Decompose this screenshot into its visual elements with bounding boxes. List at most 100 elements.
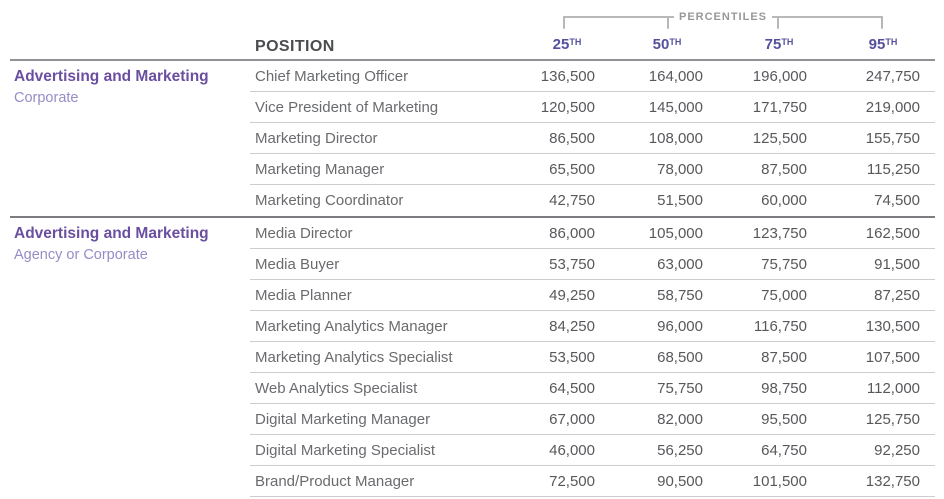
value-p75: 87,500 bbox=[761, 348, 807, 366]
column-header-95th: 95TH bbox=[869, 36, 898, 53]
percentile-number: 25 bbox=[552, 36, 570, 53]
category-group: Advertising and Marketing Agency or Corp… bbox=[10, 216, 935, 497]
value-p50: 145,000 bbox=[648, 98, 703, 116]
value-p50: 51,500 bbox=[657, 192, 703, 209]
table-row: Brand/Product Manager 72,500 90,500 101,… bbox=[250, 466, 935, 497]
value-p75: 75,000 bbox=[761, 286, 807, 304]
value-p25: 120,500 bbox=[540, 98, 595, 116]
percentile-number: 95 bbox=[868, 36, 886, 53]
value-p50: 82,000 bbox=[657, 410, 703, 428]
value-p50: 108,000 bbox=[648, 129, 703, 147]
value-p95: 87,250 bbox=[874, 286, 920, 304]
value-p50: 90,500 bbox=[657, 472, 703, 490]
value-p25: 46,000 bbox=[549, 441, 595, 459]
value-p75: 125,500 bbox=[752, 129, 807, 147]
ordinal-suffix: TH bbox=[781, 36, 794, 47]
value-p25: 64,500 bbox=[549, 379, 595, 397]
table-body: Advertising and Marketing Corporate Chie… bbox=[0, 61, 944, 497]
ordinal-suffix: TH bbox=[669, 36, 682, 47]
table-row: Media Director 86,000 105,000 123,750 16… bbox=[250, 218, 935, 249]
table-row: Digital Marketing Manager 67,000 82,000 … bbox=[250, 404, 935, 435]
position-cell: Marketing Director bbox=[255, 129, 378, 147]
value-p95: 162,500 bbox=[865, 224, 920, 242]
column-header-25th: 25TH bbox=[553, 36, 582, 53]
value-p75: 64,750 bbox=[761, 441, 807, 459]
value-p95: 91,500 bbox=[874, 255, 920, 273]
category-subtitle: Agency or Corporate bbox=[14, 247, 148, 263]
column-header-50th: 50TH bbox=[653, 36, 682, 53]
value-p50: 58,750 bbox=[657, 286, 703, 304]
position-cell: Vice President of Marketing bbox=[255, 98, 439, 116]
ordinal-suffix: TH bbox=[569, 36, 582, 47]
value-p50: 63,000 bbox=[657, 255, 703, 273]
value-p50: 164,000 bbox=[648, 67, 703, 85]
ordinal-suffix: TH bbox=[885, 36, 898, 47]
position-cell: Marketing Analytics Specialist bbox=[255, 348, 453, 366]
value-p25: 86,000 bbox=[549, 224, 595, 242]
value-p95: 247,750 bbox=[865, 67, 920, 85]
table-row: Marketing Manager 65,500 78,000 87,500 1… bbox=[250, 154, 935, 185]
table-header: PERCENTILES 25TH 50TH 75TH 95TH POSITION bbox=[0, 0, 944, 61]
value-p95: 112,000 bbox=[866, 379, 920, 397]
table-row: Web Analytics Specialist 64,500 75,750 9… bbox=[250, 373, 935, 404]
position-cell: Chief Marketing Officer bbox=[255, 67, 409, 85]
position-cell: Brand/Product Manager bbox=[255, 472, 415, 490]
position-cell: Marketing Analytics Manager bbox=[255, 317, 448, 335]
value-p95: 125,750 bbox=[865, 410, 920, 428]
value-p75: 60,000 bbox=[761, 192, 807, 209]
position-cell: Web Analytics Specialist bbox=[255, 379, 418, 397]
value-p25: 49,250 bbox=[549, 286, 595, 304]
table-row: Marketing Analytics Manager 84,250 96,00… bbox=[250, 311, 935, 342]
group-rows: Media Director 86,000 105,000 123,750 16… bbox=[250, 218, 935, 497]
value-p50: 78,000 bbox=[657, 160, 703, 178]
position-cell: Media Buyer bbox=[255, 255, 340, 273]
table-row: Media Planner 49,250 58,750 75,000 87,25… bbox=[250, 280, 935, 311]
value-p50: 75,750 bbox=[657, 379, 703, 397]
position-cell: Digital Marketing Specialist bbox=[255, 441, 436, 459]
value-p95: 132,750 bbox=[865, 472, 920, 490]
percentile-number: 75 bbox=[764, 36, 782, 53]
value-p95: 130,500 bbox=[865, 317, 920, 335]
value-p95: 155,750 bbox=[865, 129, 920, 147]
category-subtitle: Corporate bbox=[14, 90, 79, 106]
group-rows: Chief Marketing Officer 136,500 164,000 … bbox=[250, 61, 935, 216]
value-p95: 219,000 bbox=[865, 98, 920, 116]
value-p25: 84,250 bbox=[549, 317, 595, 335]
value-p75: 116,750 bbox=[753, 317, 807, 335]
value-p25: 136,500 bbox=[540, 67, 595, 85]
value-p75: 75,750 bbox=[761, 255, 807, 273]
value-p75: 196,000 bbox=[752, 67, 807, 85]
table-row: Digital Marketing Specialist 46,000 56,2… bbox=[250, 435, 935, 466]
bracket-tick bbox=[563, 16, 565, 29]
value-p75: 123,750 bbox=[752, 224, 807, 242]
header-divider-line bbox=[10, 59, 935, 61]
category-group: Advertising and Marketing Corporate Chie… bbox=[0, 61, 935, 216]
category-title: Advertising and Marketing bbox=[14, 225, 209, 242]
value-p75: 101,500 bbox=[752, 472, 807, 490]
value-p25: 86,500 bbox=[549, 129, 595, 147]
value-p25: 72,500 bbox=[549, 472, 595, 490]
column-header-75th: 75TH bbox=[765, 36, 794, 53]
value-p25: 42,750 bbox=[549, 192, 595, 209]
position-cell: Media Director bbox=[255, 224, 353, 242]
value-p75: 171,750 bbox=[752, 98, 807, 116]
category-title: Advertising and Marketing bbox=[14, 68, 209, 85]
value-p50: 56,250 bbox=[657, 441, 703, 459]
category-block: Advertising and Marketing Corporate bbox=[14, 61, 250, 216]
table-row: Vice President of Marketing 120,500 145,… bbox=[250, 92, 935, 123]
value-p25: 53,500 bbox=[549, 348, 595, 366]
value-p75: 98,750 bbox=[761, 379, 807, 397]
value-p50: 96,000 bbox=[657, 317, 703, 335]
percentiles-label: PERCENTILES bbox=[673, 11, 773, 23]
value-p50: 68,500 bbox=[657, 348, 703, 366]
bracket-tick bbox=[667, 16, 669, 29]
position-cell: Marketing Manager bbox=[255, 160, 385, 178]
table-row: Marketing Director 86,500 108,000 125,50… bbox=[250, 123, 935, 154]
value-p75: 95,500 bbox=[761, 410, 807, 428]
table-row: Marketing Coordinator 42,750 51,500 60,0… bbox=[250, 185, 935, 216]
table-row: Chief Marketing Officer 136,500 164,000 … bbox=[250, 61, 935, 92]
category-block: Advertising and Marketing Agency or Corp… bbox=[14, 218, 250, 497]
value-p95: 115,250 bbox=[866, 160, 920, 178]
value-p95: 92,250 bbox=[874, 441, 920, 459]
